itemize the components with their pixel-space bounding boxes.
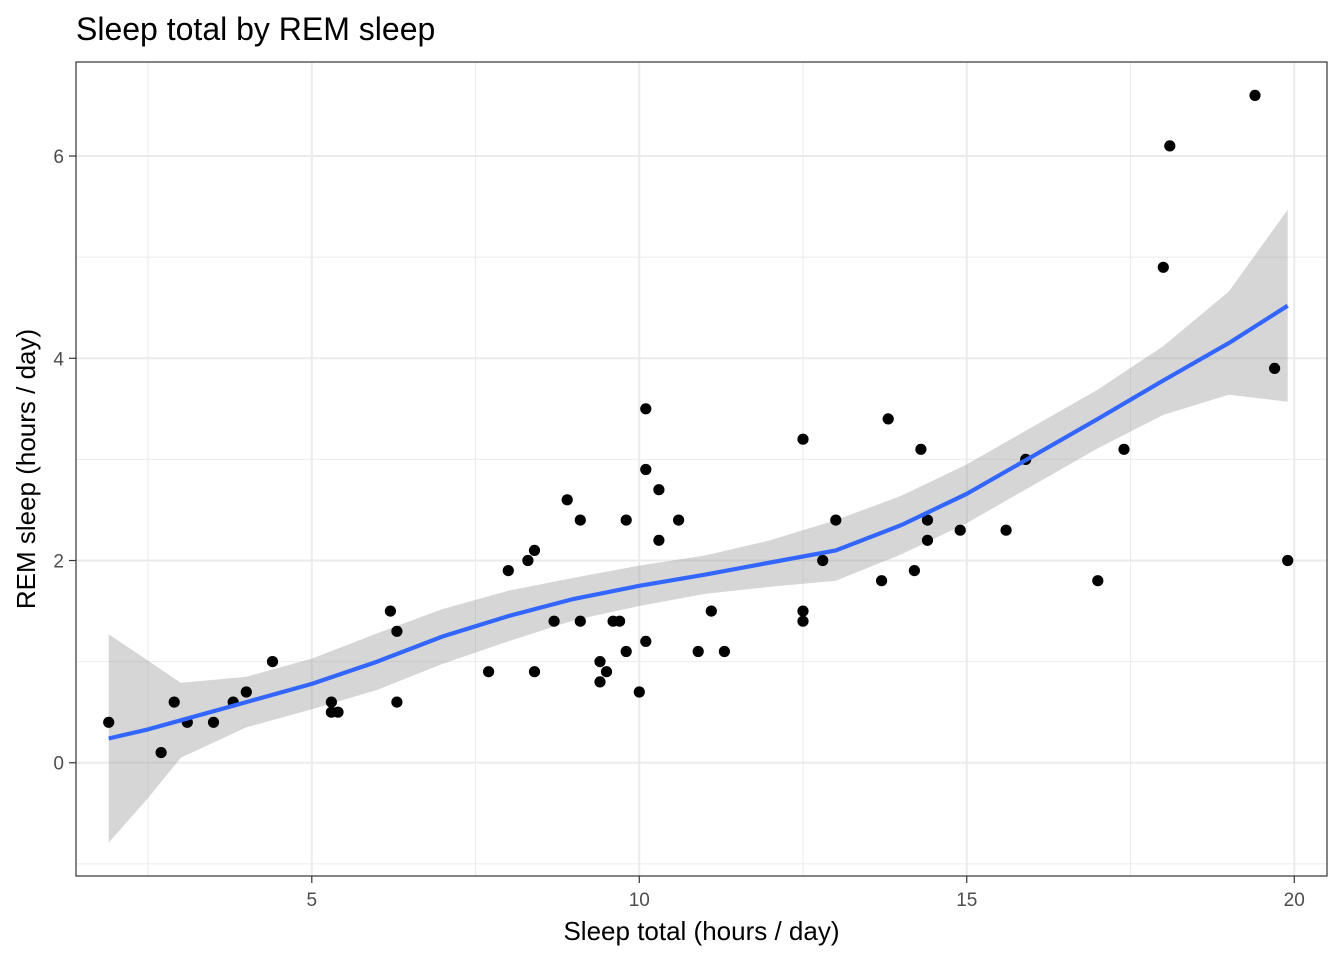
y-axis-title: REM sleep (hours / day) xyxy=(11,329,41,609)
data-point xyxy=(266,656,279,668)
panel-border xyxy=(75,61,1328,877)
data-point xyxy=(502,565,514,577)
data-point xyxy=(325,696,337,708)
data-point xyxy=(1000,524,1012,536)
data-point xyxy=(915,443,927,455)
data-point xyxy=(876,575,888,587)
x-axis: 5 10 15 20 xyxy=(307,876,1305,911)
data-point xyxy=(561,494,573,506)
data-point xyxy=(673,514,685,526)
data-point xyxy=(528,544,541,557)
data-point xyxy=(600,666,613,678)
data-point xyxy=(1269,362,1281,374)
data-point xyxy=(633,686,645,698)
data-point xyxy=(384,605,396,617)
x-tick-label: 20 xyxy=(1284,890,1305,911)
data-point xyxy=(332,706,344,718)
x-tick-label: 15 xyxy=(956,890,977,911)
data-point xyxy=(574,514,586,526)
y-tick-label: 2 xyxy=(53,552,64,573)
data-point xyxy=(483,666,495,678)
chart-title: Sleep total by REM sleep xyxy=(76,11,435,47)
data-point xyxy=(614,615,626,627)
data-point xyxy=(1249,89,1261,101)
data-point xyxy=(921,534,934,546)
data-point xyxy=(155,747,167,759)
data-point xyxy=(908,565,921,577)
data-point xyxy=(921,514,934,526)
data-point xyxy=(548,615,560,627)
data-point xyxy=(207,716,220,728)
x-axis-title: Sleep total (hours / day) xyxy=(563,916,839,946)
scatter-points-layer xyxy=(103,89,1294,759)
data-point xyxy=(528,666,541,678)
data-point xyxy=(817,554,829,567)
data-point xyxy=(103,716,115,728)
data-point xyxy=(1118,443,1130,455)
y-tick-label: 0 xyxy=(53,754,64,775)
data-point xyxy=(168,696,180,708)
x-tick-label: 5 xyxy=(307,890,318,911)
smooth-line-layer xyxy=(108,303,1289,741)
data-point xyxy=(705,605,717,617)
data-point xyxy=(797,433,809,445)
x-tick-label: 10 xyxy=(629,890,650,911)
data-point xyxy=(574,615,586,627)
data-point xyxy=(594,676,606,688)
data-point xyxy=(391,696,403,708)
y-tick-label: 4 xyxy=(53,349,64,370)
plot-panel xyxy=(76,62,1327,876)
data-point xyxy=(1164,140,1176,152)
data-point xyxy=(1282,554,1294,567)
data-point xyxy=(640,463,652,476)
data-point xyxy=(797,615,809,627)
data-point xyxy=(653,534,665,546)
data-point xyxy=(594,656,606,668)
data-point xyxy=(640,635,652,648)
data-point xyxy=(620,514,632,526)
data-point xyxy=(954,524,966,536)
data-point xyxy=(882,413,894,425)
smooth-line xyxy=(108,303,1289,741)
data-point xyxy=(1157,261,1169,273)
data-point xyxy=(522,554,534,567)
data-point xyxy=(1092,575,1104,587)
data-point xyxy=(830,514,842,526)
data-point xyxy=(797,605,809,617)
data-point xyxy=(240,686,252,698)
minor-gridlines xyxy=(76,62,1327,876)
data-point xyxy=(391,625,403,637)
data-point xyxy=(620,645,632,658)
data-point xyxy=(692,645,704,658)
data-point xyxy=(640,403,652,415)
y-tick-label: 6 xyxy=(53,147,64,168)
major-gridlines xyxy=(76,62,1327,876)
data-point xyxy=(653,484,665,496)
y-axis: 0 2 4 6 xyxy=(53,147,76,775)
data-point xyxy=(718,645,731,658)
